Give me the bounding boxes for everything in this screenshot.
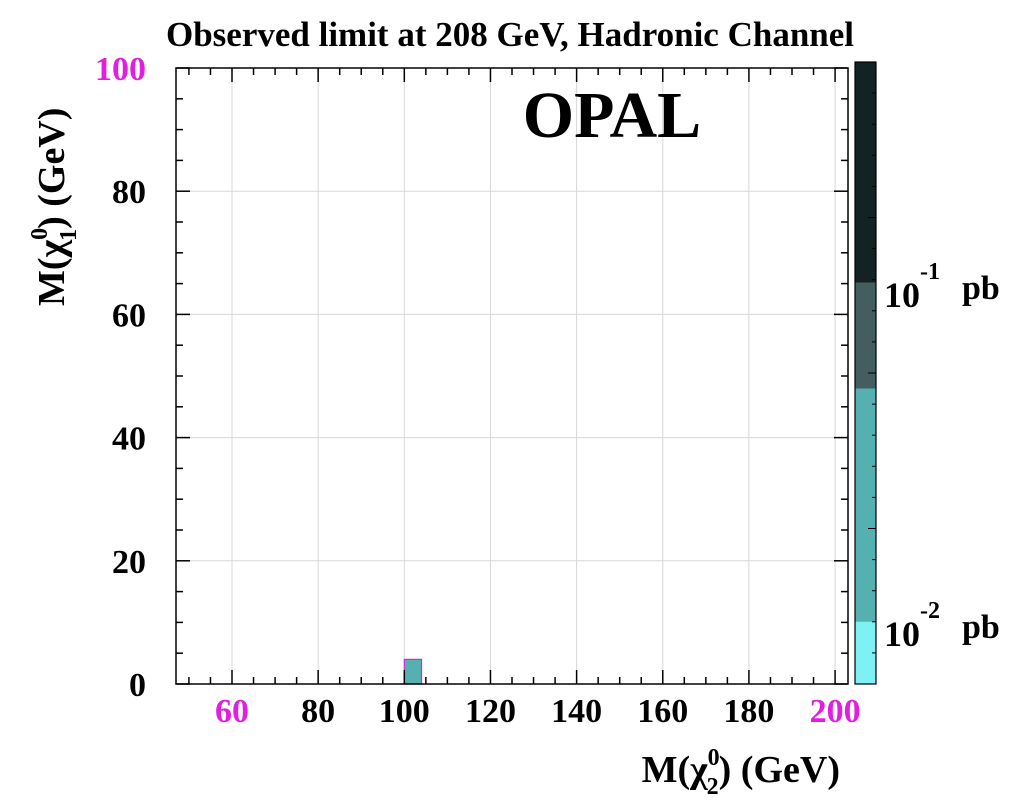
- colorbar: [854, 61, 877, 685]
- axis-ticks: 60 80 100 120 140 160 180 200 0 20 40 60 80 100: [95, 51, 861, 730]
- x-tick-label: 180: [723, 693, 774, 730]
- x-axis-label: M(χ0 2) (GeV): [642, 745, 840, 800]
- x-tick-label: 80: [301, 693, 335, 730]
- colorbar-label: 10-1: [884, 259, 940, 315]
- x-tick-label: 100: [379, 693, 430, 730]
- y-tick-label: 80: [112, 174, 146, 211]
- grid-layer: [176, 67, 848, 685]
- heatmap-cell: [403, 658, 423, 685]
- x-tick-label: 60: [215, 693, 249, 730]
- y-tick-label: 60: [112, 297, 146, 334]
- y-axis-label: M(χ0 1) (GeV): [27, 108, 82, 306]
- y-tick-label: 20: [112, 544, 146, 581]
- y-tick-label: 100: [95, 51, 146, 88]
- x-tick-label: 160: [637, 693, 688, 730]
- colorbar-unit: pb: [962, 609, 1000, 646]
- y-tick-label: 0: [129, 667, 146, 704]
- colorbar-segment: [855, 388, 876, 622]
- colorbar-segment: [855, 62, 876, 283]
- colorbar-label: 10-2: [884, 598, 940, 654]
- y-tick-label: 40: [112, 421, 146, 458]
- x-tick-label: 200: [810, 693, 861, 730]
- opal-watermark: OPAL: [523, 79, 701, 152]
- heatmap-cells: [403, 658, 423, 685]
- colorbar-segment: [855, 282, 876, 389]
- chart-title: Observed limit at 208 GeV, Hadronic Chan…: [166, 15, 854, 54]
- x-tick-label: 140: [551, 693, 602, 730]
- colorbar-labels: 10-2 pb 10-1 pb: [884, 259, 1000, 654]
- x-tick-label: 120: [465, 693, 516, 730]
- plot-frame: [175, 67, 849, 685]
- colorbar-segment: [855, 621, 876, 684]
- colorbar-unit: pb: [962, 270, 1000, 307]
